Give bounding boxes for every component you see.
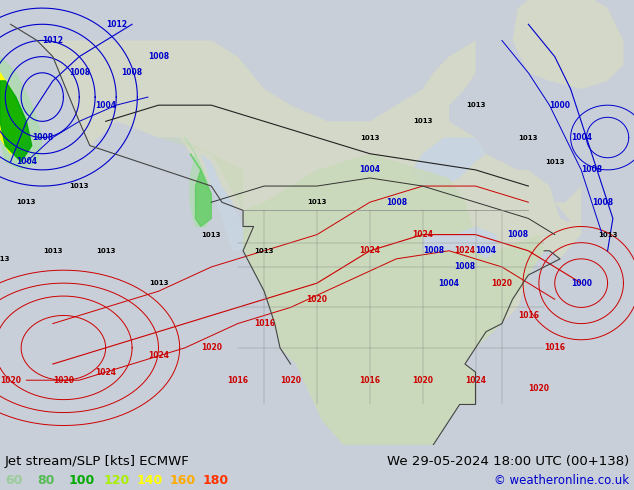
Text: 1008: 1008 [455, 263, 476, 271]
Text: 1024: 1024 [359, 246, 380, 255]
Text: 1024: 1024 [148, 351, 169, 361]
Text: 1016: 1016 [518, 311, 539, 320]
Text: 1013: 1013 [598, 232, 618, 238]
Polygon shape [11, 24, 581, 445]
Text: 1013: 1013 [254, 248, 274, 254]
Text: 1013: 1013 [545, 159, 564, 165]
Text: 180: 180 [203, 474, 229, 488]
Text: 1013: 1013 [307, 199, 327, 205]
Polygon shape [412, 138, 486, 186]
Text: 1012: 1012 [106, 20, 127, 29]
Text: 1016: 1016 [254, 319, 275, 328]
Text: 1004: 1004 [95, 100, 116, 110]
Text: 1004: 1004 [439, 279, 460, 288]
Text: 1016: 1016 [227, 376, 249, 385]
Text: 1020: 1020 [0, 376, 21, 385]
Polygon shape [190, 154, 211, 226]
Text: 60: 60 [5, 474, 22, 488]
Polygon shape [243, 154, 544, 445]
Text: 140: 140 [136, 474, 162, 488]
Text: 1008: 1008 [148, 52, 169, 61]
Text: 1000: 1000 [571, 279, 592, 288]
Polygon shape [201, 154, 243, 251]
Text: 1008: 1008 [423, 246, 444, 255]
Text: 1013: 1013 [96, 248, 115, 254]
Text: 1020: 1020 [528, 384, 550, 393]
Text: 1016: 1016 [544, 343, 566, 352]
Polygon shape [512, 0, 623, 89]
Text: 1020: 1020 [306, 295, 328, 304]
Polygon shape [0, 81, 32, 162]
Text: 1024: 1024 [95, 368, 116, 377]
Polygon shape [0, 73, 27, 154]
Text: 1008: 1008 [385, 198, 407, 207]
Text: 1013: 1013 [360, 135, 380, 141]
Text: 1020: 1020 [280, 376, 301, 385]
Text: 1012: 1012 [42, 36, 63, 45]
Text: 1024: 1024 [455, 246, 476, 255]
Text: 1013: 1013 [16, 199, 36, 205]
Text: © weatheronline.co.uk: © weatheronline.co.uk [494, 474, 629, 488]
Text: 160: 160 [170, 474, 196, 488]
Text: We 29-05-2024 18:00 UTC (00+138): We 29-05-2024 18:00 UTC (00+138) [387, 455, 629, 468]
Polygon shape [158, 138, 243, 210]
Text: 1008: 1008 [68, 68, 90, 77]
Text: 1013: 1013 [149, 280, 168, 286]
Text: 1008: 1008 [122, 68, 143, 77]
Text: 1008: 1008 [507, 230, 528, 239]
Text: 1013: 1013 [413, 119, 432, 124]
Text: 1008: 1008 [32, 133, 53, 142]
Text: 1013: 1013 [202, 232, 221, 238]
Text: 1020: 1020 [53, 376, 74, 385]
Text: 100: 100 [68, 474, 94, 488]
Text: 1013: 1013 [466, 102, 485, 108]
Text: 1013: 1013 [70, 183, 89, 189]
Text: 1020: 1020 [201, 343, 222, 352]
Text: 1020: 1020 [491, 279, 512, 288]
Text: Jet stream/SLP [kts] ECMWF: Jet stream/SLP [kts] ECMWF [5, 455, 190, 468]
Text: 1016: 1016 [359, 376, 380, 385]
Polygon shape [0, 57, 42, 170]
Text: 1004: 1004 [359, 166, 380, 174]
Text: 1008: 1008 [592, 198, 613, 207]
Text: 1004: 1004 [571, 133, 592, 142]
Text: 1020: 1020 [412, 376, 433, 385]
Text: 1004: 1004 [476, 246, 496, 255]
Text: 120: 120 [103, 474, 129, 488]
Polygon shape [423, 226, 496, 259]
Text: 1008: 1008 [581, 166, 602, 174]
Polygon shape [185, 138, 211, 226]
Text: 1024: 1024 [465, 376, 486, 385]
Text: 1013: 1013 [519, 135, 538, 141]
Text: 1013: 1013 [0, 256, 10, 262]
Text: 1024: 1024 [412, 230, 433, 239]
Text: 80: 80 [37, 474, 54, 488]
Text: 1004: 1004 [16, 157, 37, 166]
Text: 1013: 1013 [43, 248, 63, 254]
Text: 1000: 1000 [550, 100, 571, 110]
